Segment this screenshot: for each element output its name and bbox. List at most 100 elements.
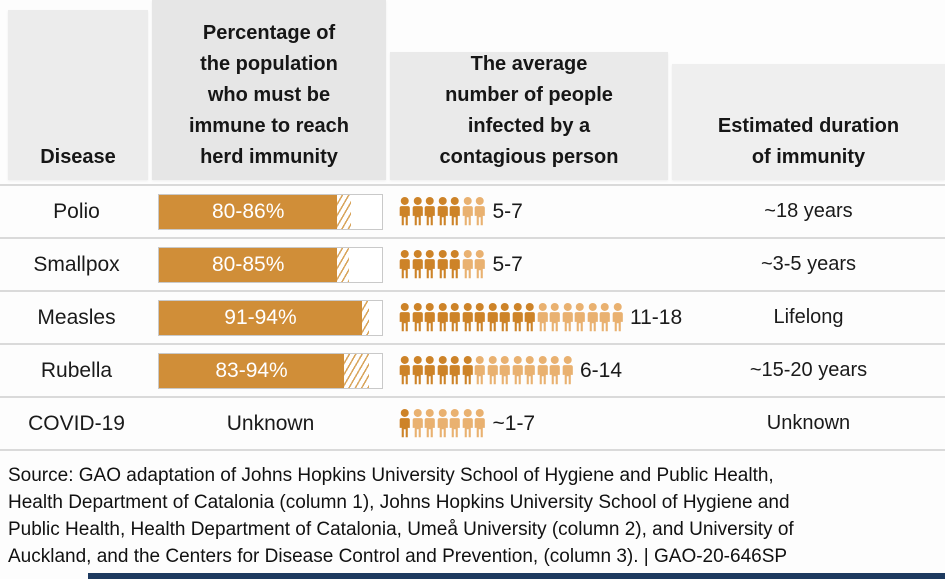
person-icon bbox=[424, 356, 435, 385]
person-icon bbox=[562, 303, 573, 332]
person-icon bbox=[462, 250, 473, 279]
person-icon bbox=[499, 303, 510, 332]
person-icon bbox=[562, 356, 573, 385]
infected-count-label: 5-7 bbox=[492, 199, 523, 223]
person-icon bbox=[612, 303, 623, 332]
bar-solid bbox=[159, 301, 362, 335]
duration-label: ~3-5 years bbox=[760, 253, 857, 275]
header-cell-herd-immunity: Percentage of the population who must be… bbox=[152, 0, 386, 180]
bar-hatch bbox=[337, 248, 349, 282]
disease-label: Rubella bbox=[40, 358, 113, 382]
person-icon bbox=[449, 250, 460, 279]
person-icon bbox=[412, 250, 423, 279]
table-body: Polio 80-86% 5-7 ~18 years Smallpox 80-8… bbox=[0, 184, 945, 451]
infected-count-label: 6-14 bbox=[580, 358, 623, 382]
bar-label: 80-86% bbox=[212, 200, 285, 223]
bar-label: 83-94% bbox=[215, 359, 288, 382]
disease-label: COVID-19 bbox=[28, 411, 125, 435]
person-icon bbox=[412, 303, 423, 332]
person-icon bbox=[537, 303, 548, 332]
person-icon bbox=[549, 356, 560, 385]
bar-label: 80-85% bbox=[212, 253, 285, 276]
person-icon bbox=[462, 356, 473, 385]
herd-immunity-bar: 91-94% bbox=[158, 300, 383, 336]
infected-count-label: 11-18 bbox=[630, 305, 683, 329]
person-icon bbox=[462, 303, 473, 332]
person-icon bbox=[474, 356, 485, 385]
person-icon bbox=[399, 250, 410, 279]
herd-immunity-bar: 80-86% bbox=[158, 194, 383, 230]
table-row: Rubella 83-94% 6-14 ~15-20 years bbox=[0, 345, 945, 398]
person-icon bbox=[549, 303, 560, 332]
bar-solid bbox=[159, 248, 338, 282]
disease-label: Smallpox bbox=[33, 252, 120, 276]
person-icon bbox=[499, 356, 510, 385]
person-icon bbox=[399, 197, 410, 226]
people-icons: 6-14 bbox=[398, 345, 622, 396]
people-icons: 11-18 bbox=[398, 292, 682, 343]
duration-label: Lifelong bbox=[773, 306, 844, 328]
person-icon bbox=[524, 356, 535, 385]
person-icon bbox=[474, 250, 485, 279]
person-icon bbox=[449, 197, 460, 226]
duration-label: ~15-20 years bbox=[749, 359, 868, 381]
person-icon bbox=[437, 303, 448, 332]
herd-unknown-label: Unknown bbox=[226, 411, 315, 435]
person-icon bbox=[587, 303, 598, 332]
person-icon bbox=[574, 303, 585, 332]
person-icon bbox=[512, 356, 523, 385]
person-icon bbox=[424, 409, 435, 438]
person-icon bbox=[437, 356, 448, 385]
footer-brand-bar bbox=[88, 573, 945, 579]
person-icon bbox=[462, 197, 473, 226]
header-cell-duration: Estimated duration of immunity bbox=[672, 64, 945, 180]
person-icon bbox=[537, 356, 548, 385]
duration-label: ~18 years bbox=[764, 200, 853, 222]
person-icon bbox=[449, 409, 460, 438]
person-icon bbox=[512, 303, 523, 332]
person-icon bbox=[487, 303, 498, 332]
person-icon bbox=[412, 409, 423, 438]
source-note: Source: GAO adaptation of Johns Hopkins … bbox=[8, 465, 794, 567]
people-icons: ~1-7 bbox=[398, 398, 535, 449]
person-icon bbox=[599, 303, 610, 332]
people-icons: 5-7 bbox=[398, 186, 523, 237]
bar-hatch bbox=[361, 301, 369, 335]
table-row: Polio 80-86% 5-7 ~18 years bbox=[0, 186, 945, 239]
bar-solid bbox=[159, 354, 345, 388]
header-cell-avg-infected: The average number of people infected by… bbox=[390, 52, 668, 180]
person-icon bbox=[474, 409, 485, 438]
person-icon bbox=[412, 197, 423, 226]
person-icon bbox=[424, 197, 435, 226]
person-icon bbox=[399, 356, 410, 385]
disease-label: Polio bbox=[53, 199, 100, 223]
person-icon bbox=[449, 356, 460, 385]
person-icon bbox=[412, 356, 423, 385]
person-icon bbox=[487, 356, 498, 385]
person-icon bbox=[424, 303, 435, 332]
person-icon bbox=[449, 303, 460, 332]
disease-label: Measles bbox=[37, 305, 116, 329]
person-icon bbox=[462, 409, 473, 438]
person-icon bbox=[437, 409, 448, 438]
table-row: COVID-19 Unknown ~1-7 Unknown bbox=[0, 398, 945, 451]
header-cell-disease: Disease bbox=[8, 10, 148, 180]
herd-immunity-bar: 80-85% bbox=[158, 247, 383, 283]
table-row: Smallpox 80-85% 5-7 ~3-5 years bbox=[0, 239, 945, 292]
infected-count-label: 5-7 bbox=[492, 252, 523, 276]
bar-hatch bbox=[344, 354, 369, 388]
bar-label: 91-94% bbox=[224, 306, 297, 329]
duration-label: Unknown bbox=[766, 412, 851, 434]
herd-immunity-bar: 83-94% bbox=[158, 353, 383, 389]
person-icon bbox=[399, 303, 410, 332]
infected-count-label: ~1-7 bbox=[492, 411, 536, 435]
person-icon bbox=[437, 197, 448, 226]
person-icon bbox=[424, 250, 435, 279]
person-icon bbox=[474, 197, 485, 226]
people-icons: 5-7 bbox=[398, 239, 523, 290]
bar-hatch bbox=[337, 195, 351, 229]
person-icon bbox=[399, 409, 410, 438]
person-icon bbox=[524, 303, 535, 332]
bar-solid bbox=[159, 195, 338, 229]
